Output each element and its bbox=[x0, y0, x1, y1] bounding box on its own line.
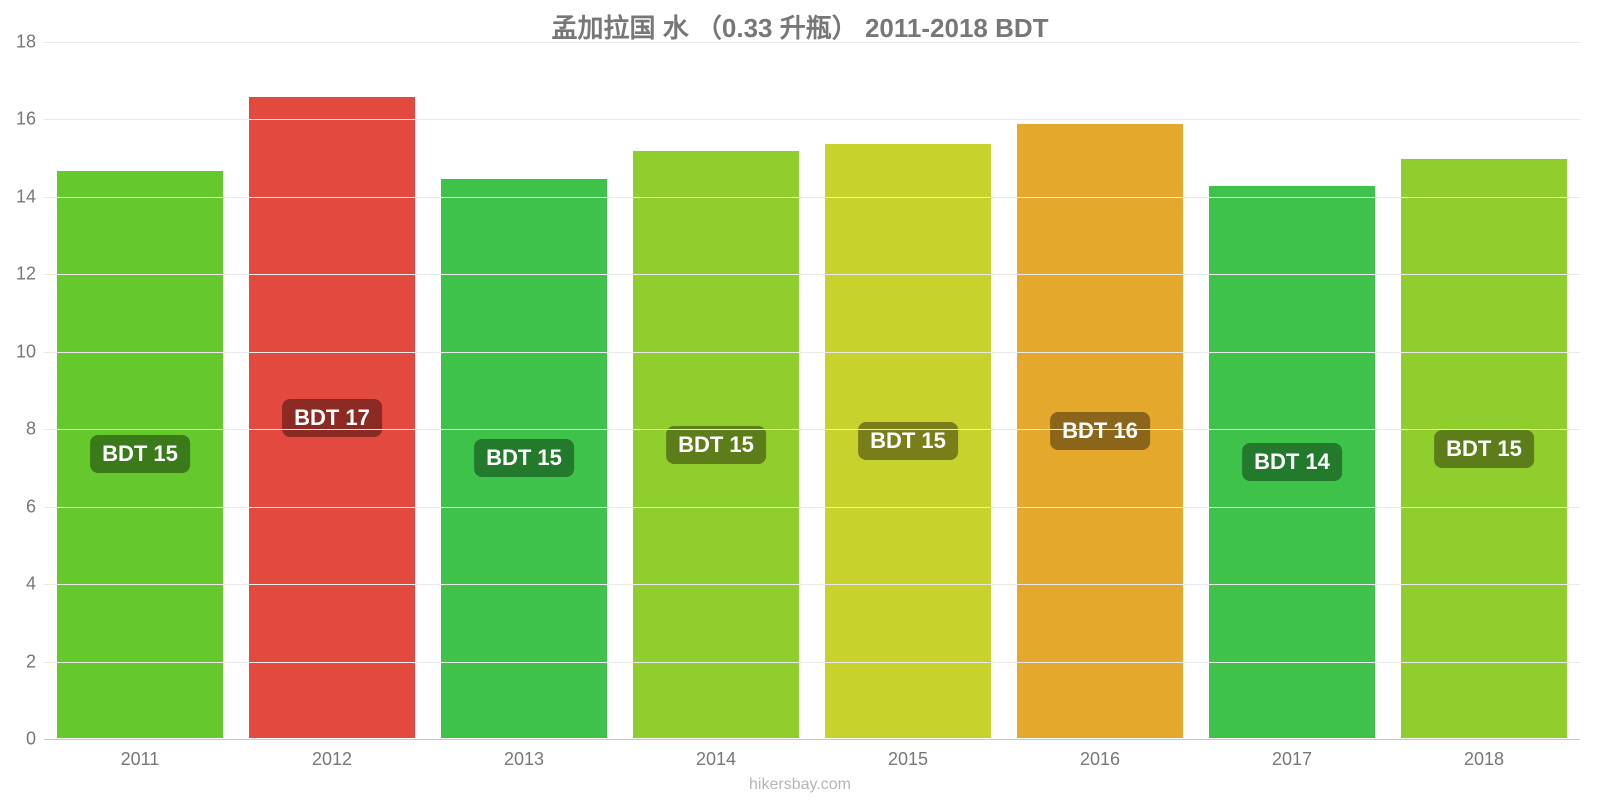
bar-slot: BDT 142017 bbox=[1196, 42, 1388, 739]
bar-slot: BDT 152014 bbox=[620, 42, 812, 739]
bar: BDT 14 bbox=[1208, 185, 1377, 739]
xtick-label: 2015 bbox=[812, 749, 1004, 770]
xtick-label: 2018 bbox=[1388, 749, 1580, 770]
ytick-label: 6 bbox=[4, 496, 36, 517]
bar-slot: BDT 152015 bbox=[812, 42, 1004, 739]
ytick-label: 14 bbox=[4, 186, 36, 207]
plot-area: BDT 152011BDT 172012BDT 152013BDT 152014… bbox=[44, 42, 1580, 740]
chart-title: 孟加拉国 水 （0.33 升瓶） 2011-2018 BDT bbox=[0, 8, 1600, 45]
xtick-label: 2011 bbox=[44, 749, 236, 770]
bar-slot: BDT 152011 bbox=[44, 42, 236, 739]
bar-value-label: BDT 17 bbox=[282, 399, 382, 437]
xtick-label: 2012 bbox=[236, 749, 428, 770]
bar: BDT 17 bbox=[248, 96, 417, 739]
gridline bbox=[44, 584, 1580, 585]
xtick-label: 2014 bbox=[620, 749, 812, 770]
bar-value-label: BDT 15 bbox=[474, 439, 574, 477]
bar-slot: BDT 162016 bbox=[1004, 42, 1196, 739]
bar-slot: BDT 152013 bbox=[428, 42, 620, 739]
bar: BDT 16 bbox=[1016, 123, 1185, 739]
gridline bbox=[44, 352, 1580, 353]
bar: BDT 15 bbox=[440, 178, 609, 739]
xtick-label: 2013 bbox=[428, 749, 620, 770]
bar-slot: BDT 152018 bbox=[1388, 42, 1580, 739]
xtick-label: 2017 bbox=[1196, 749, 1388, 770]
gridline bbox=[44, 507, 1580, 508]
ytick-label: 8 bbox=[4, 419, 36, 440]
bar-value-label: BDT 15 bbox=[90, 435, 190, 473]
gridline bbox=[44, 274, 1580, 275]
bar: BDT 15 bbox=[1400, 158, 1569, 739]
xtick-label: 2016 bbox=[1004, 749, 1196, 770]
bar-value-label: BDT 16 bbox=[1050, 412, 1150, 450]
bars-container: BDT 152011BDT 172012BDT 152013BDT 152014… bbox=[44, 42, 1580, 739]
gridline bbox=[44, 42, 1580, 43]
ytick-label: 4 bbox=[4, 574, 36, 595]
ytick-label: 0 bbox=[4, 729, 36, 750]
ytick-label: 18 bbox=[4, 32, 36, 53]
ytick-label: 16 bbox=[4, 109, 36, 130]
bar-chart: 孟加拉国 水 （0.33 升瓶） 2011-2018 BDT BDT 15201… bbox=[0, 0, 1600, 800]
ytick-label: 2 bbox=[4, 651, 36, 672]
bar-value-label: BDT 15 bbox=[1434, 430, 1534, 468]
bar-value-label: BDT 15 bbox=[858, 422, 958, 460]
bar: BDT 15 bbox=[632, 150, 801, 739]
bar-value-label: BDT 14 bbox=[1242, 443, 1342, 481]
plot-inner: BDT 152011BDT 172012BDT 152013BDT 152014… bbox=[44, 42, 1580, 739]
gridline bbox=[44, 662, 1580, 663]
gridline bbox=[44, 119, 1580, 120]
attribution: hikersbay.com bbox=[0, 776, 1600, 794]
bar-value-label: BDT 15 bbox=[666, 426, 766, 464]
ytick-label: 10 bbox=[4, 341, 36, 362]
gridline bbox=[44, 197, 1580, 198]
gridline bbox=[44, 429, 1580, 430]
bar: BDT 15 bbox=[56, 170, 225, 739]
ytick-label: 12 bbox=[4, 264, 36, 285]
bar-slot: BDT 172012 bbox=[236, 42, 428, 739]
bar: BDT 15 bbox=[824, 143, 993, 739]
